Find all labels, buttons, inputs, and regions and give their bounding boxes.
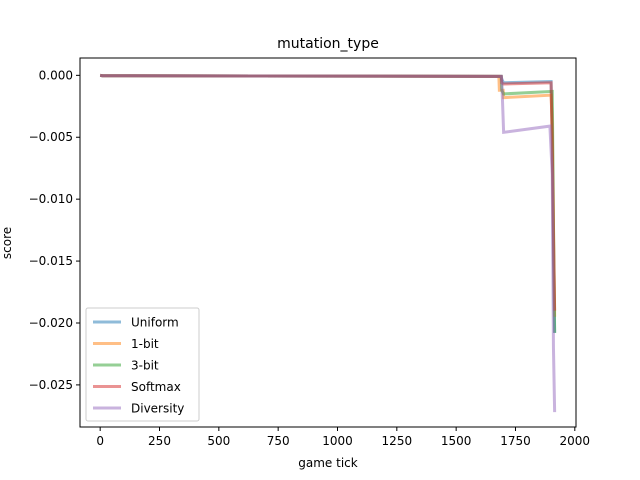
- x-tick-label: 1500: [441, 434, 472, 448]
- x-tick-label: 1000: [322, 434, 353, 448]
- legend: Uniform 1-bit 3-bit Softmax Diversity: [85, 307, 200, 422]
- y-axis: 0.000 −0.005 −0.010 −0.015 −0.020 −0.025: [29, 68, 80, 392]
- x-tick-label: 2000: [560, 434, 591, 448]
- x-axis-label: game tick: [298, 456, 357, 470]
- y-tick-label: −0.005: [29, 130, 73, 144]
- x-tick-label: 750: [267, 434, 290, 448]
- x-tick-label: 1750: [500, 434, 531, 448]
- legend-label-softmax: Softmax: [131, 380, 181, 394]
- y-tick-label: −0.020: [29, 316, 73, 330]
- x-tick-label: 0: [96, 434, 104, 448]
- plot-frame: [79, 57, 577, 428]
- legend-label-1-bit: 1-bit: [131, 337, 159, 351]
- legend-label-diversity: Diversity: [131, 402, 184, 416]
- x-axis: 0 250 500 750 1000 1250 1500 1750 2000: [96, 427, 590, 448]
- legend-label-uniform: Uniform: [131, 316, 179, 330]
- y-axis-label: score: [0, 227, 14, 259]
- series-line-diversity: [99, 73, 557, 413]
- chart-title: mutation_type: [277, 36, 379, 52]
- x-tick-label: 250: [148, 434, 171, 448]
- y-tick-label: 0.000: [39, 68, 73, 82]
- y-tick-label: −0.015: [29, 254, 73, 268]
- series-layer: [99, 73, 557, 413]
- legend-label-3-bit: 3-bit: [131, 359, 159, 373]
- x-tick-label: 1250: [382, 434, 413, 448]
- x-tick-label: 500: [207, 434, 230, 448]
- y-tick-label: −0.025: [29, 378, 73, 392]
- y-tick-label: −0.010: [29, 192, 73, 206]
- legend-box: [85, 307, 200, 422]
